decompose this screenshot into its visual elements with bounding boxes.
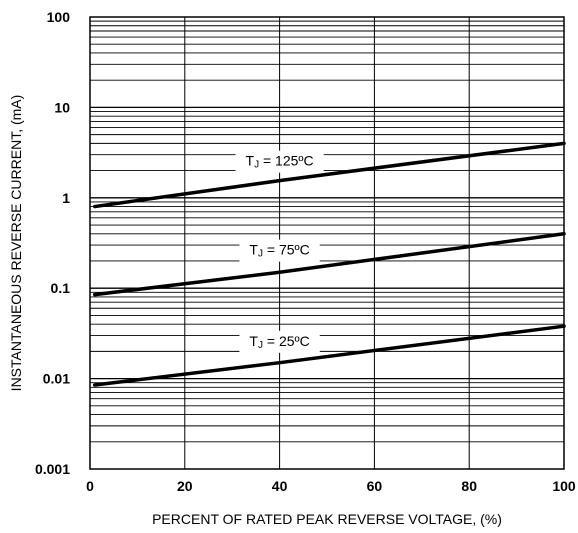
tick-labels: 0 20 40 60 80 100 0.001 0.01 0.1 1 10 100: [35, 9, 576, 494]
x-tick-label: 60: [367, 478, 383, 494]
series-line: [92, 141, 566, 209]
y-tick-label: 0.01: [43, 371, 70, 387]
x-tick-label: 80: [461, 478, 477, 494]
series-label: TJ = 125ºC: [246, 153, 314, 171]
y-tick-label: 0.1: [51, 280, 71, 296]
y-tick-label: 10: [54, 99, 70, 115]
series-group: TJ = 125ºC TJ = 75ºC TJ = 25ºC: [92, 141, 566, 387]
plot-frame: [89, 16, 565, 470]
series-label-box: [235, 150, 324, 173]
y-tick-label: 100: [47, 9, 71, 25]
series-line: [92, 324, 566, 387]
grid: [90, 17, 564, 469]
series-label: TJ = 75ºC: [249, 242, 309, 260]
x-tick-label: 20: [177, 478, 193, 494]
x-tick-label: 40: [272, 478, 288, 494]
y-tick-label: 0.001: [35, 461, 70, 477]
series-label: TJ = 25ºC: [249, 333, 309, 351]
x-axis-title: PERCENT OF RATED PEAK REVERSE VOLTAGE, (…: [152, 511, 502, 527]
x-tick-label: 100: [552, 478, 576, 494]
y-tick-label: 1: [62, 190, 70, 206]
series-label-box: [239, 330, 320, 353]
series-line: [92, 232, 566, 297]
series-label-box: [239, 239, 320, 262]
x-tick-label: 0: [86, 478, 94, 494]
y-axis-title: INSTANTANEOUS REVERSE CURRENT, (mA): [8, 95, 24, 392]
